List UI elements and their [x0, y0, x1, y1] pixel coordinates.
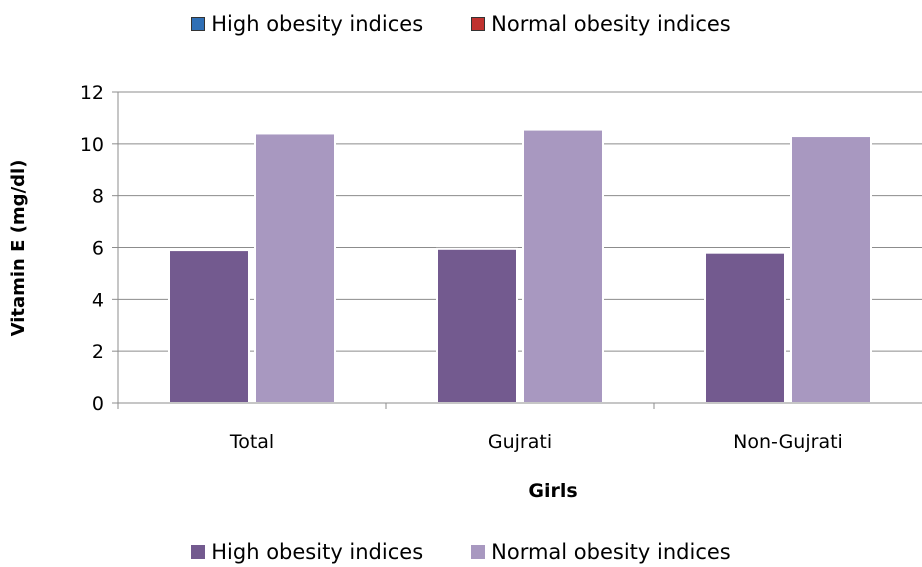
y-tick-label-2: 2 — [92, 341, 104, 363]
legend-swatch-normal — [471, 545, 486, 559]
y-tick-label-6: 6 — [92, 238, 104, 260]
bar-high-total — [168, 249, 250, 404]
axes — [117, 92, 922, 409]
legend-top-label-normal: Normal obesity indices — [491, 12, 731, 36]
y-axis-title: Vitamin E (mg/dl) — [8, 160, 29, 337]
y-tick-label-0: 0 — [92, 393, 104, 415]
x-tick-label-non-gujrati: Non-Gujrati — [733, 431, 843, 453]
bar-normal-total — [254, 132, 336, 404]
bar-normal-non-gujrati — [790, 135, 872, 405]
y-tick-labels: 0 2 4 6 8 10 12 — [80, 82, 104, 415]
bar-high-gujrati — [436, 247, 518, 404]
bar-high-non-gujrati — [704, 251, 786, 404]
legend-top-item-high: High obesity indices — [191, 12, 423, 36]
legend-top-label-high: High obesity indices — [211, 12, 424, 36]
x-tick-label-total: Total — [229, 431, 274, 453]
legend-top-swatch-normal — [471, 17, 486, 31]
legend-swatch-high — [191, 545, 206, 559]
bar-normal-gujrati — [522, 128, 604, 404]
y-tick-label-10: 10 — [80, 134, 104, 156]
x-tick-labels: Total Gujrati Non-Gujrati — [229, 431, 843, 453]
x-tick-label-gujrati: Gujrati — [488, 431, 552, 453]
legend-item-high: High obesity indices — [191, 540, 423, 564]
gridlines — [112, 91, 922, 404]
x-axis-title: Girls — [528, 480, 577, 502]
legend-bottom: High obesity indices Normal obesity indi… — [0, 540, 922, 564]
y-tick-label-4: 4 — [92, 289, 104, 311]
legend-label-normal: Normal obesity indices — [491, 540, 731, 564]
legend-label-high: High obesity indices — [211, 540, 424, 564]
legend-top-swatch-high — [191, 17, 206, 31]
bars — [168, 128, 872, 405]
legend-item-normal: Normal obesity indices — [471, 540, 731, 564]
legend-top-item-normal: Normal obesity indices — [471, 12, 731, 36]
y-tick-label-8: 8 — [92, 186, 104, 208]
legend-top: High obesity indices Normal obesity indi… — [0, 12, 922, 36]
y-tick-label-12: 12 — [80, 82, 104, 104]
